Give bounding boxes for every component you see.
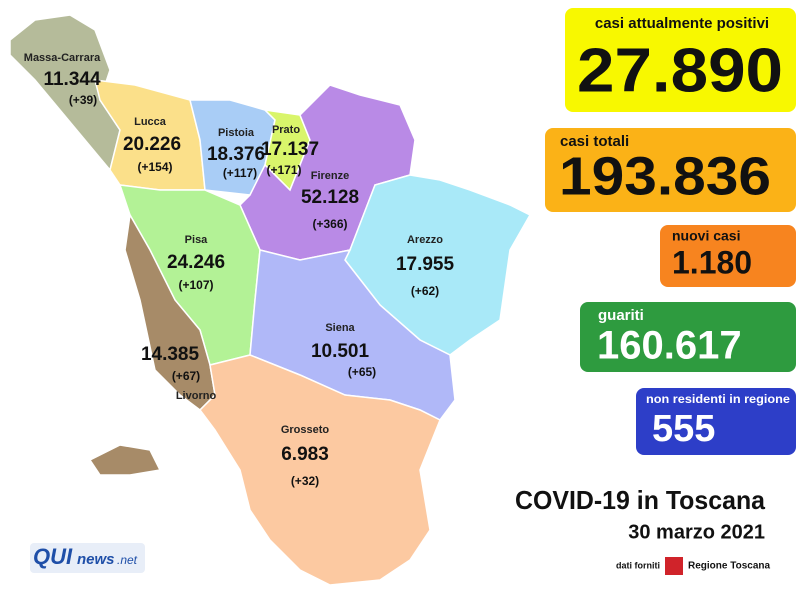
province-name: Pistoia (218, 127, 255, 139)
province-name: Firenze (311, 170, 350, 182)
stat-value: 193.836 (559, 146, 771, 206)
stat-box (545, 128, 796, 212)
province-cases: 18.376 (207, 144, 265, 165)
logo: QUI news .net (30, 543, 145, 573)
map (9, 14, 532, 586)
province-delta: (+117) (223, 166, 257, 180)
province-cases: 11.344 (43, 69, 100, 90)
stat-label: casi totali (560, 133, 629, 150)
stat-value: 555 (652, 408, 715, 450)
stat-label: nuovi casi (672, 228, 740, 244)
province-name: Siena (325, 322, 355, 334)
province-delta: (+62) (411, 284, 439, 298)
province-shape (199, 354, 441, 586)
province-name: Livorno (176, 390, 217, 402)
title: COVID-19 in Toscana (515, 485, 766, 515)
province-delta: (+67) (172, 369, 200, 383)
stat-value: 27.890 (577, 36, 783, 105)
province-name: Massa-Carrara (24, 52, 101, 64)
province-name: Prato (272, 124, 300, 136)
stat-boxes: casi attualmente positivi 27.890 casi to… (545, 8, 796, 455)
province-name: Pisa (185, 234, 209, 246)
province-delta: (+65) (348, 365, 376, 379)
source-label: dati forniti (616, 560, 660, 570)
stat-box (565, 8, 796, 112)
province-delta: (+171) (266, 163, 301, 177)
stat-label: non residenti in regione (646, 392, 790, 406)
source-logo (665, 557, 683, 575)
province-cases: 17.137 (261, 139, 319, 160)
province-cases: 52.128 (301, 187, 359, 208)
province-cases: 20.226 (123, 134, 181, 155)
stat-label: casi attualmente positivi (595, 15, 769, 32)
province-name: Grosseto (281, 424, 330, 436)
province-cases: 6.983 (281, 444, 329, 465)
province-name: Lucca (134, 116, 167, 128)
stat-box (660, 225, 796, 287)
stat-value: 160.617 (597, 324, 742, 368)
province-delta: (+154) (137, 160, 172, 174)
province-labels: Massa-Carrara 11.344 (+39) Lucca 20.226 … (24, 52, 455, 488)
logo-text: news (77, 551, 115, 568)
logo-text: QUI (33, 544, 73, 569)
logo-background (30, 543, 145, 573)
island-shape (88, 444, 162, 476)
province-cases: 10.501 (311, 341, 370, 362)
province-delta: (+32) (291, 474, 319, 488)
date: 30 marzo 2021 (628, 521, 765, 543)
logo-text: .net (117, 553, 138, 567)
province-cases: 14.385 (141, 344, 200, 365)
province-cases: 17.955 (396, 254, 455, 275)
province-delta: (+39) (69, 93, 97, 107)
stat-box (580, 302, 796, 372)
stat-label: guariti (598, 307, 644, 324)
province-name: Arezzo (407, 234, 443, 246)
source-name: Regione Toscana (688, 561, 770, 572)
province-delta: (+107) (178, 278, 213, 292)
stat-box (636, 388, 796, 455)
province-delta: (+366) (312, 217, 347, 231)
province-cases: 24.246 (167, 252, 225, 273)
stat-value: 1.180 (672, 244, 752, 280)
